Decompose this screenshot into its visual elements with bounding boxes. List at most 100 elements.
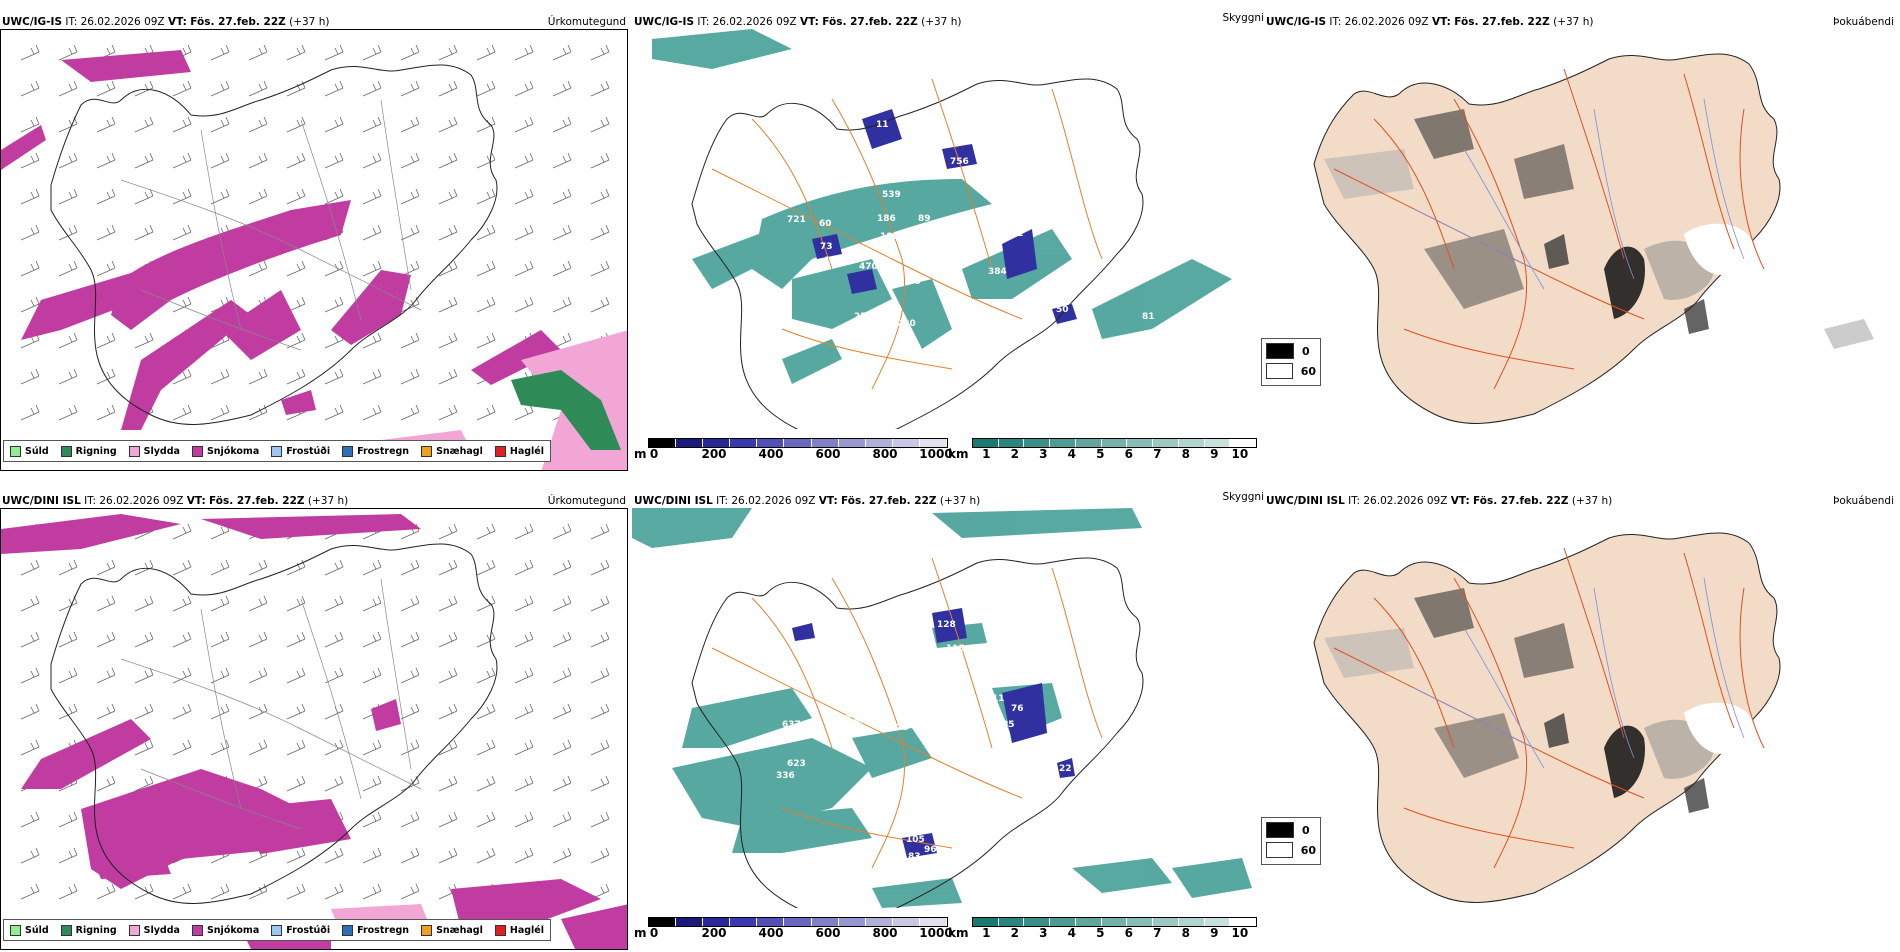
visibility-tick: 4 [1067, 926, 1076, 940]
wind-barb [438, 404, 458, 421]
visibility-tick: 5 [1096, 447, 1105, 461]
wind-barb [96, 80, 116, 97]
ceiling-label: 110 [880, 232, 899, 242]
fog-swatch-black [1266, 343, 1294, 359]
model-name: UWC/IG-IS [1266, 16, 1327, 28]
wind-barb [20, 703, 40, 720]
wind-barb [58, 559, 78, 576]
wind-barb [286, 883, 306, 900]
snow-free-white [1684, 702, 1755, 754]
wind-barb [324, 44, 344, 61]
wind-barb [172, 739, 192, 756]
wind-barb [590, 116, 610, 133]
wind-barb [590, 296, 610, 313]
wind-barb [324, 559, 344, 576]
wind-barb [362, 80, 382, 97]
it-value: 26.02.2026 09Z [731, 495, 816, 507]
vt-value: Fös. 27.feb. 22Z [1473, 495, 1569, 507]
wind-barb [210, 595, 230, 612]
wind-barb [286, 332, 306, 349]
legend-label: Haglél [509, 924, 544, 936]
legend-swatch-snow [191, 924, 203, 936]
ceiling-label: 123 [890, 723, 909, 733]
fog-grey-area [1324, 149, 1414, 199]
wind-barb [210, 80, 230, 97]
legend-swatch-hail [494, 924, 506, 936]
colorbar-segment [703, 439, 731, 447]
wind-barb [96, 224, 116, 241]
wind-barb [438, 44, 458, 61]
wind-barb [438, 152, 458, 169]
vis-area [892, 279, 952, 349]
ceiling-value-labels: 11 112 756 539 186 721 60 89 11 92 73 15… [787, 120, 1183, 354]
wind-barb [58, 811, 78, 828]
wind-barb [362, 775, 382, 792]
visibility-tick: 7 [1153, 926, 1162, 940]
ceiling-label: 50 [1056, 305, 1069, 315]
wind-barb [476, 404, 496, 421]
ceiling-label: 384 [988, 267, 1007, 277]
visibility-map: 11 112 756 539 186 721 60 89 11 92 73 15… [632, 29, 1260, 429]
wind-barb [286, 152, 306, 169]
wind-barb [476, 188, 496, 205]
ceiling-area [847, 269, 877, 294]
wind-barb [590, 631, 610, 648]
colorbar-segment [1050, 439, 1076, 447]
visibility-tick: 8 [1181, 447, 1190, 461]
wind-barb [476, 80, 496, 97]
road-network [711, 557, 1103, 869]
wind-barb [514, 152, 534, 169]
wind-barb [400, 739, 420, 756]
wind-barb [362, 847, 382, 864]
wind-barb [514, 44, 534, 61]
wind-barb [58, 260, 78, 277]
wind-barb [324, 595, 344, 612]
wind-barb [248, 80, 268, 97]
model-name: UWC/IG-IS [634, 16, 695, 28]
wind-barb [286, 368, 306, 385]
wind-barb [552, 739, 572, 756]
wind-barb [514, 775, 534, 792]
colorbar-segment [973, 918, 999, 926]
visibility-panel-row2: UWC/DINI ISL IT: 26.02.2026 09Z VT: Fös.… [632, 491, 1264, 952]
ceiling-area [1002, 683, 1047, 743]
legend-label: Frostregn [357, 924, 410, 936]
wind-barb [552, 811, 572, 828]
wind-barb [210, 404, 230, 421]
wind-barb [438, 847, 458, 864]
colorbar-segment [1204, 918, 1231, 926]
vis-area [652, 29, 792, 69]
vt-label: VT: [167, 16, 187, 28]
wind-barb [476, 44, 496, 61]
wind-barb [400, 188, 420, 205]
wind-barb [438, 811, 458, 828]
wind-barb [248, 44, 268, 61]
snow-band [61, 50, 191, 82]
fog-dark-area [1604, 725, 1645, 798]
wind-barb [476, 703, 496, 720]
it-value: 26.02.2026 09Z [1363, 495, 1448, 507]
legend-swatch-rain [60, 924, 72, 936]
wind-barb [400, 883, 420, 900]
colorbar-segment [649, 918, 677, 926]
precip-panel-title: Úrkomutegund [547, 495, 626, 507]
wind-barb [476, 595, 496, 612]
wind-barb [362, 332, 382, 349]
wind-barb [438, 739, 458, 756]
snow-band [201, 514, 421, 539]
wind-barb [210, 883, 230, 900]
visibility-tick: 8 [1181, 926, 1190, 940]
it-value: 26.02.2026 09Z [80, 16, 165, 28]
wind-barb [400, 595, 420, 612]
ceiling-label: 115 [946, 644, 965, 654]
wind-barb [590, 775, 610, 792]
legend-item: Frostúði [271, 924, 330, 936]
ceiling-label: 87 [847, 725, 860, 735]
wind-barb [134, 188, 154, 205]
wind-barb [96, 404, 116, 421]
wind-barb [514, 631, 534, 648]
visibility-colorbar-bar [972, 438, 1257, 448]
wind-barb [476, 811, 496, 828]
ceiling-label: 11 [962, 220, 975, 230]
wind-barb [514, 80, 534, 97]
